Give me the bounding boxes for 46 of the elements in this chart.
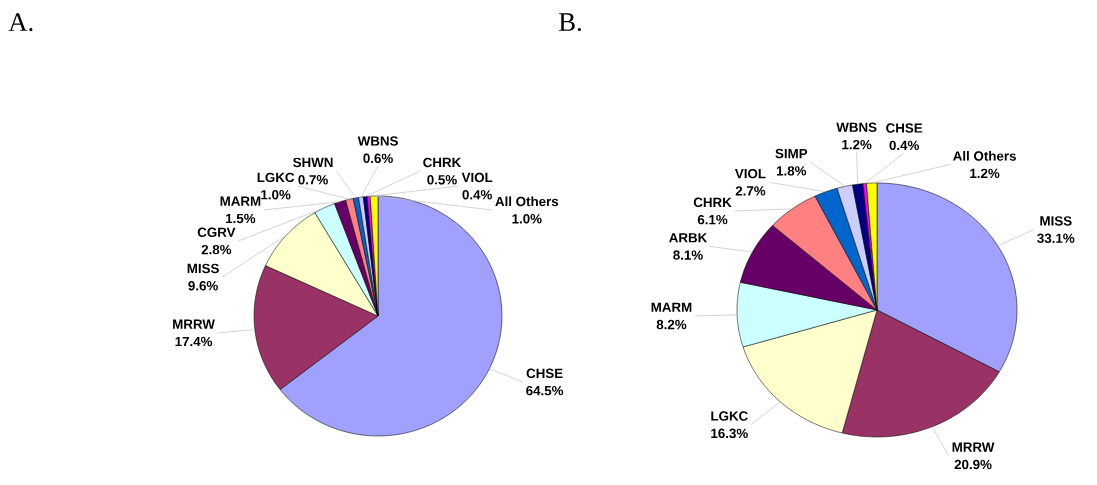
data-label: 8.2% bbox=[656, 319, 687, 330]
slice-label: MISS bbox=[1040, 216, 1072, 226]
data-label: 9.6% bbox=[188, 281, 218, 291]
data-label: 20.9% bbox=[954, 459, 992, 470]
slice-label: MISS bbox=[187, 263, 219, 274]
data-label: 2.7% bbox=[735, 186, 766, 196]
data-label: 0.5% bbox=[427, 175, 457, 185]
slice-label: CHSE bbox=[526, 368, 563, 379]
slice-label: ARBK bbox=[669, 233, 708, 243]
slice-label: All Others bbox=[953, 150, 1016, 161]
data-label: 1.8% bbox=[776, 166, 807, 176]
slice-label: LGKC bbox=[257, 172, 295, 183]
slice-label: SIMP bbox=[775, 148, 808, 159]
data-label: 17.4% bbox=[175, 336, 213, 347]
data-label: 0.7% bbox=[298, 175, 328, 185]
slice-label: CHRK bbox=[423, 157, 462, 168]
slice-label: MRRW bbox=[173, 319, 215, 329]
slice-label: All Others bbox=[495, 196, 559, 207]
slice-label: SHWN bbox=[293, 157, 333, 168]
slice-label: MARM bbox=[651, 302, 692, 312]
slice-label: CHSE bbox=[886, 123, 923, 133]
data-label: 2.8% bbox=[201, 244, 232, 255]
data-label: 64.5% bbox=[526, 385, 564, 396]
data-label: 6.1% bbox=[697, 214, 728, 225]
data-label: 1.2% bbox=[842, 139, 872, 150]
chart-title: B. bbox=[559, 13, 581, 32]
data-label: 0.4% bbox=[462, 190, 492, 200]
slice-label: MRRW bbox=[952, 442, 995, 452]
data-label: 16.3% bbox=[711, 428, 748, 439]
slice-label: CHRK bbox=[693, 197, 732, 208]
slice-label: MARM bbox=[220, 196, 261, 206]
slice-label: WBNS bbox=[357, 136, 398, 146]
data-label: 1.0% bbox=[512, 214, 542, 224]
slice-label: VIOL bbox=[734, 168, 766, 179]
slice-label: WBNS bbox=[836, 122, 877, 132]
data-label: 1.2% bbox=[970, 168, 1000, 179]
data-label: 1.0% bbox=[261, 190, 291, 200]
data-label: 0.4% bbox=[889, 140, 919, 151]
chart-title: A. bbox=[8, 13, 33, 32]
slice-label: LGKC bbox=[711, 411, 748, 421]
data-label: 8.1% bbox=[673, 250, 703, 260]
slice-label: CGRV bbox=[197, 227, 236, 237]
slice-label: VIOL bbox=[461, 172, 493, 183]
data-label: 0.6% bbox=[363, 153, 393, 164]
data-label: 1.5% bbox=[226, 213, 256, 224]
data-label: 33.1% bbox=[1037, 233, 1075, 243]
